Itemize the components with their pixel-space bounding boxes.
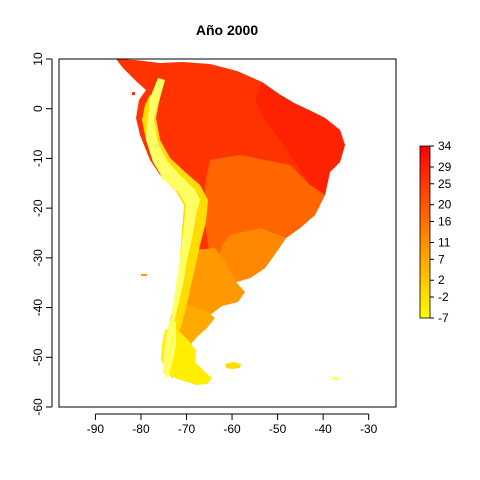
colorbar-tick-label: 11: [438, 235, 451, 249]
x-tick-label: -80: [132, 422, 150, 436]
y-tick-label: -40: [31, 299, 45, 317]
y-axis: 10 0 -10 -20 -30 -40 -50 -60: [31, 52, 53, 416]
x-axis: -90 -80 -70 -60 -50 -40 -30: [87, 413, 378, 436]
y-tick-label: -50: [31, 348, 45, 366]
x-tick-label: -90: [87, 422, 105, 436]
y-tick-label: -10: [31, 149, 45, 167]
x-tick-label: -30: [360, 422, 378, 436]
colorbar-tick-label: 25: [438, 177, 452, 191]
zone-south-brazil: [218, 228, 286, 290]
south-america-landmass: [116, 59, 345, 385]
y-tick-label: -30: [31, 249, 45, 267]
plot-title: Año 2000: [196, 22, 258, 38]
colorbar-scale: [419, 145, 431, 319]
zone-andes-high-south: [163, 320, 176, 378]
colorbar-tick-label: 20: [438, 198, 452, 212]
map-panel: [58, 58, 397, 408]
colorbar-tick-label: -7: [438, 311, 449, 325]
zone-andes-high: [146, 78, 200, 322]
y-tick-label: -20: [31, 199, 45, 217]
x-tick-label: -50: [269, 422, 287, 436]
colorbar-tick-label: 7: [438, 252, 445, 266]
colorbar-tick-label: 16: [438, 215, 452, 229]
y-tick-label: 0: [31, 105, 45, 112]
colorbar-ticks: 34 29 25 20 16 11 7 2 -2 -7: [430, 139, 452, 325]
island-galapagos: [132, 92, 135, 95]
colorbar-tick-label: 29: [438, 160, 452, 174]
colorbar-tick-label: 2: [438, 273, 445, 287]
island-malvinas: [225, 362, 241, 369]
island-juan-fernandez: [141, 274, 147, 276]
y-tick-label: 10: [31, 52, 45, 66]
x-tick-label: -60: [223, 422, 241, 436]
x-tick-label: -70: [178, 422, 196, 436]
colorbar: 34 29 25 20 16 11 7 2 -2 -7: [419, 139, 452, 325]
x-tick-label: -40: [314, 422, 332, 436]
island-south-georgia: [328, 376, 341, 380]
y-tick-label: -60: [31, 398, 45, 416]
colorbar-tick-label: -2: [438, 290, 449, 304]
colorbar-tick-label: 34: [438, 139, 452, 153]
zone-northeast: [255, 82, 345, 195]
map-border: [58, 58, 397, 408]
